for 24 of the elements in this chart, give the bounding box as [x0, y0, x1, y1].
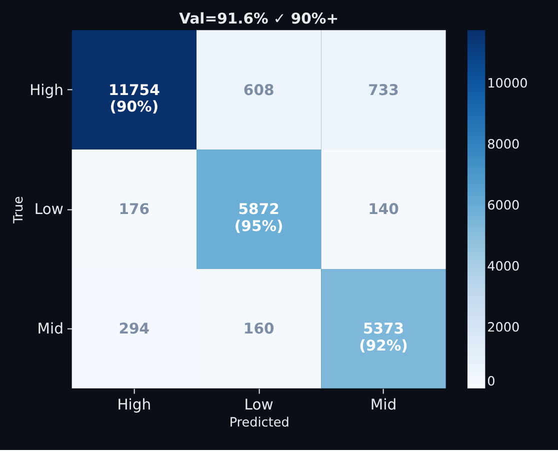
- data-label: 5872 (95%): [234, 201, 284, 235]
- y-axis-title: True: [12, 196, 27, 224]
- x-tick-label: High: [117, 396, 152, 414]
- data-label: 5373 (92%): [359, 320, 408, 354]
- chart-title: Val=91.6% ✓ 90%+: [179, 10, 339, 28]
- x-tick-label: Low: [244, 396, 274, 414]
- data-label: 140: [368, 201, 399, 218]
- data-label: 160: [243, 320, 274, 338]
- color-bar-label: 6000: [487, 198, 520, 214]
- x-axis-title: Predicted: [229, 415, 290, 430]
- color-bar-label: 10000: [487, 76, 528, 92]
- data-label: 733: [368, 82, 399, 99]
- data-label: 11754 (90%): [108, 82, 160, 116]
- color-bar-label: 0: [487, 374, 496, 390]
- color-bar-label: 4000: [487, 259, 520, 274]
- data-label: 608: [243, 82, 274, 99]
- y-tick-label: Mid: [37, 320, 64, 338]
- color-bar-label: 8000: [487, 137, 520, 152]
- x-tick-label: Mid: [370, 396, 397, 414]
- color-bar-label: 2000: [487, 320, 520, 336]
- data-label: 176: [118, 201, 150, 218]
- y-tick-label: High: [30, 82, 64, 99]
- y-tick-label: Low: [34, 201, 64, 218]
- data-label: 294: [118, 320, 150, 338]
